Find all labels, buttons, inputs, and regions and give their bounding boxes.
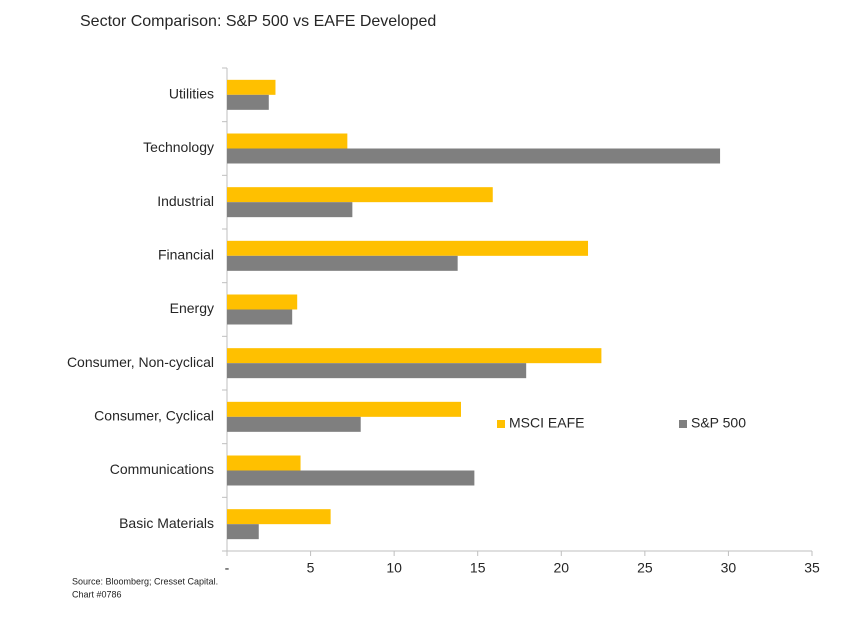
bar: [227, 509, 331, 525]
bar: [227, 470, 475, 486]
legend-swatch: [679, 420, 687, 428]
y-tick-label: Basic Materials: [119, 515, 214, 531]
bar: [227, 133, 348, 149]
source-note: Source: Bloomberg; Cresset Capital.: [72, 576, 218, 586]
y-tick-label: Communications: [110, 461, 214, 477]
bar: [227, 240, 589, 256]
bar: [227, 94, 269, 110]
x-tick-label: 20: [553, 560, 569, 576]
x-tick-label: 5: [307, 560, 315, 576]
y-tick-label: Energy: [170, 300, 214, 316]
x-tick-label: 25: [637, 560, 653, 576]
bar: [227, 348, 602, 364]
y-tick-label: Industrial: [157, 193, 214, 209]
bar: [227, 309, 293, 325]
bar: [227, 524, 259, 540]
x-tick-label: 35: [804, 560, 820, 576]
bar: [227, 148, 721, 164]
y-tick-label: Utilities: [169, 86, 214, 102]
legend-label: S&P 500: [691, 415, 746, 431]
bar: [227, 455, 301, 471]
bar: [227, 187, 493, 203]
legend-label: MSCI EAFE: [509, 415, 584, 431]
x-tick-label: 10: [386, 560, 402, 576]
legend-swatch: [497, 420, 505, 428]
chart-title: Sector Comparison: S&P 500 vs EAFE Devel…: [80, 13, 436, 30]
x-tick-label: 15: [470, 560, 486, 576]
x-tick-label: -: [225, 560, 230, 576]
bar: [227, 79, 276, 95]
bar: [227, 255, 458, 271]
bar: [227, 363, 527, 379]
y-tick-label: Consumer, Non-cyclical: [67, 354, 214, 370]
bar: [227, 401, 461, 417]
y-tick-label: Financial: [158, 247, 214, 263]
bar: [227, 416, 361, 432]
bar: [227, 294, 298, 310]
source-note: Chart #0786: [72, 589, 122, 599]
x-tick-label: 30: [721, 560, 737, 576]
y-tick-label: Technology: [143, 139, 214, 155]
y-tick-label: Consumer, Cyclical: [94, 408, 214, 424]
bar: [227, 202, 353, 218]
